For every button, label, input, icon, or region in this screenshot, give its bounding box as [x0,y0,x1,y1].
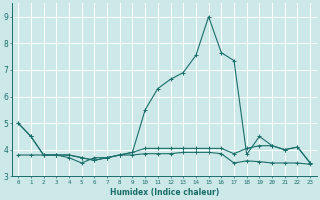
X-axis label: Humidex (Indice chaleur): Humidex (Indice chaleur) [109,188,219,197]
